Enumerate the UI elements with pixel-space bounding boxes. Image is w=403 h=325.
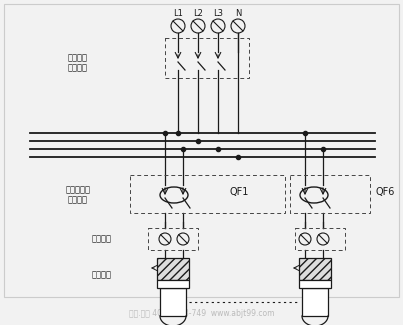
- Bar: [165, 38, 249, 78]
- Bar: [299, 280, 331, 288]
- Text: QF6: QF6: [375, 187, 395, 197]
- Bar: [160, 288, 186, 316]
- Text: 伴热电缆: 伴热电缆: [92, 270, 112, 280]
- Bar: [157, 280, 189, 288]
- Bar: [302, 288, 328, 316]
- Text: QF1: QF1: [230, 187, 249, 197]
- Text: 电源连线: 电源连线: [92, 235, 112, 243]
- Bar: [290, 175, 370, 213]
- Text: L3: L3: [213, 9, 223, 19]
- Text: L2: L2: [193, 9, 203, 19]
- Text: L1: L1: [173, 9, 183, 19]
- Text: N: N: [235, 9, 241, 19]
- Text: 气断路器: 气断路器: [68, 63, 88, 72]
- Text: 中国.安邦 4006-888-749  www.abjt99.com: 中国.安邦 4006-888-749 www.abjt99.com: [129, 308, 274, 318]
- Text: 双极漏电保: 双极漏电保: [66, 186, 91, 194]
- Bar: [299, 258, 331, 280]
- Bar: [130, 175, 285, 213]
- Bar: [157, 258, 189, 280]
- Bar: [148, 228, 198, 250]
- Bar: [295, 228, 345, 250]
- Text: 主回路空: 主回路空: [68, 54, 88, 62]
- Text: 护断路器: 护断路器: [68, 196, 88, 204]
